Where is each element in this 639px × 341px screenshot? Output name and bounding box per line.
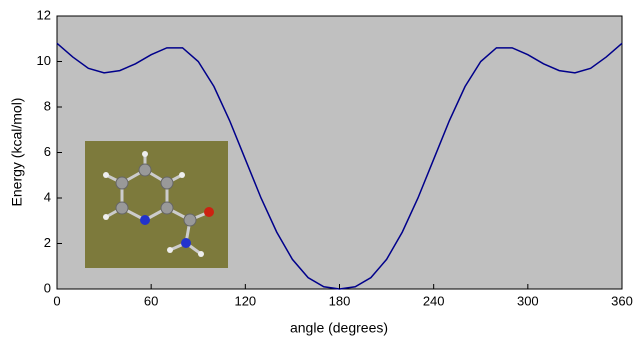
y-tick-label: 8 — [44, 98, 51, 113]
x-tick-label: 300 — [517, 293, 539, 308]
x-tick-label: 240 — [423, 293, 445, 308]
x-tick-label: 60 — [144, 293, 158, 308]
molecule-inset — [85, 141, 228, 268]
y-tick-label: 10 — [37, 53, 51, 68]
y-tick-label: 4 — [44, 189, 51, 204]
x-tick-label: 360 — [611, 293, 633, 308]
y-axis-label: Energy (kcal/mol) — [9, 98, 25, 207]
x-tick-label: 120 — [234, 293, 256, 308]
chart: angle (degrees) Energy (kcal/mol) 060120… — [0, 0, 639, 341]
y-tick-label: 12 — [37, 7, 51, 22]
y-tick-label: 6 — [44, 144, 51, 159]
y-tick-label: 2 — [44, 235, 51, 250]
x-axis-label: angle (degrees) — [290, 320, 388, 336]
x-tick-label: 180 — [329, 293, 351, 308]
y-tick-label: 0 — [44, 280, 51, 295]
x-tick-label: 0 — [53, 293, 60, 308]
